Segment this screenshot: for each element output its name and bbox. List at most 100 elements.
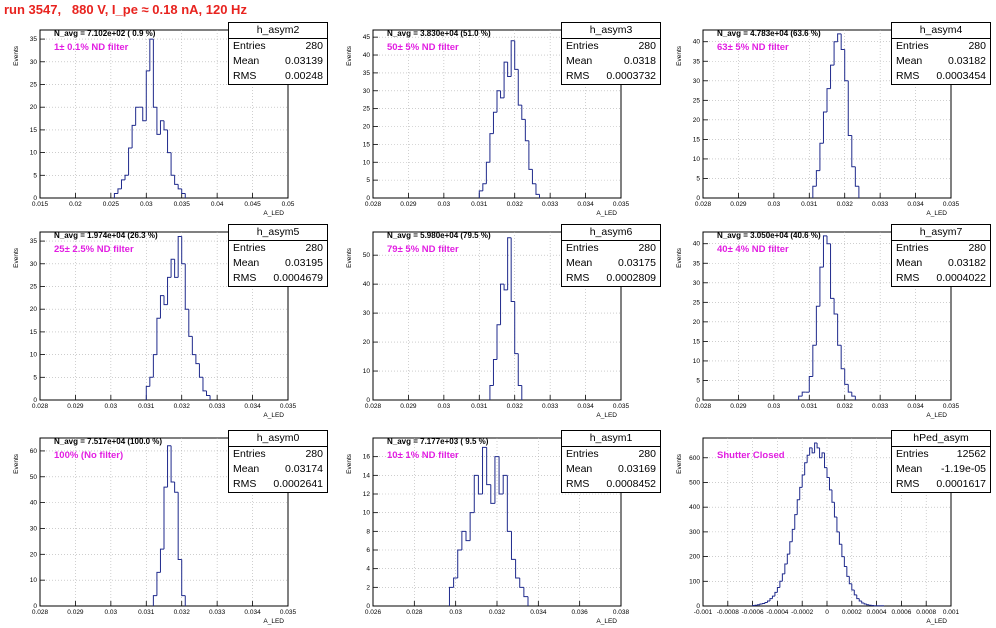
stats-label: Entries <box>233 241 266 256</box>
histogram-name: h_asym3 <box>562 23 660 39</box>
y-tick-label: 20 <box>693 319 701 326</box>
stats-label: Mean <box>896 462 922 477</box>
stats-value: 0.0002641 <box>273 477 323 492</box>
stats-label: Mean <box>566 54 592 69</box>
x-axis-label: A_LED <box>596 412 617 419</box>
y-tick-label: 30 <box>693 78 701 85</box>
y-tick-label: 0 <box>696 397 700 404</box>
y-tick-label: 100 <box>689 578 700 585</box>
y-tick-label: 10 <box>693 358 701 365</box>
x-tick-label: -0.001 <box>694 609 713 616</box>
histogram-name: hPed_asym <box>892 431 990 447</box>
y-tick-label: 0 <box>33 603 37 610</box>
stats-label: Entries <box>566 241 599 256</box>
x-axis-label: A_LED <box>926 412 947 419</box>
filter-label: 100% (No filter) <box>54 450 123 461</box>
stats-value: 0.03174 <box>285 462 323 477</box>
navg-label: N_avg = 3.050e+04 (40.6 %) <box>717 231 821 240</box>
stats-label: RMS <box>566 477 589 492</box>
x-tick-label: 0.029 <box>67 403 84 410</box>
stats-label: Entries <box>896 39 929 54</box>
x-tick-label: 0.031 <box>138 609 155 616</box>
x-tick-label: 0.035 <box>943 403 960 410</box>
x-tick-label: -0.0004 <box>766 609 788 616</box>
y-axis-label: Events <box>676 45 683 66</box>
stats-value: 12562 <box>957 447 986 462</box>
x-tick-label: 0.035 <box>280 403 297 410</box>
stats-label: Mean <box>233 462 259 477</box>
y-tick-label: 40 <box>693 39 701 46</box>
y-tick-label: 25 <box>30 81 38 88</box>
navg-label: N_avg = 3.830e+04 (51.0 %) <box>387 29 491 38</box>
y-tick-label: 0 <box>366 195 370 202</box>
y-tick-label: 25 <box>30 283 38 290</box>
x-tick-label: 0.028 <box>406 609 423 616</box>
stats-label: Mean <box>566 462 592 477</box>
x-tick-label: 0.035 <box>943 201 960 208</box>
y-tick-label: 25 <box>693 97 701 104</box>
y-axis-label: Events <box>676 453 683 474</box>
x-tick-label: 0.03 <box>438 403 451 410</box>
x-tick-label: 0.034 <box>907 201 924 208</box>
y-tick-label: 35 <box>693 260 701 267</box>
y-tick-label: 15 <box>693 338 701 345</box>
stats-value: 280 <box>968 241 986 256</box>
stats-value: 280 <box>305 241 323 256</box>
y-tick-label: 20 <box>30 551 38 558</box>
x-tick-label: -0.0002 <box>791 609 813 616</box>
y-tick-label: 45 <box>363 34 371 41</box>
x-tick-label: 0.034 <box>244 609 261 616</box>
y-tick-label: 30 <box>30 525 38 532</box>
x-tick-label: 0.028 <box>695 201 712 208</box>
stats-value: 0.0004679 <box>273 271 323 286</box>
y-tick-label: 12 <box>363 491 371 498</box>
x-tick-label: 0.028 <box>32 609 49 616</box>
stats-label: RMS <box>896 69 919 84</box>
y-tick-label: 15 <box>363 141 371 148</box>
x-tick-label: 0.02 <box>69 201 82 208</box>
navg-label: N_avg = 1.974e+04 (26.3 %) <box>54 231 158 240</box>
x-tick-label: 0.029 <box>730 201 747 208</box>
y-tick-label: 30 <box>30 261 38 268</box>
x-tick-label: 0.032 <box>174 403 191 410</box>
stats-label: RMS <box>233 69 256 84</box>
y-axis-label: Events <box>346 453 353 474</box>
y-tick-label: 0 <box>366 603 370 610</box>
run-title: run 3547, 880 V, I_pe ≈ 0.18 nA, 120 Hz <box>4 2 247 17</box>
x-tick-label: 0.03 <box>140 201 153 208</box>
x-tick-label: 0.033 <box>542 403 559 410</box>
x-tick-label: 0.03 <box>449 609 462 616</box>
y-tick-label: 4 <box>366 566 370 573</box>
x-tick-label: 0.03 <box>768 201 781 208</box>
y-axis-label: Events <box>13 453 20 474</box>
y-tick-label: 50 <box>30 474 38 481</box>
stats-label: RMS <box>566 69 589 84</box>
y-tick-label: 10 <box>363 510 371 517</box>
stats-label: Entries <box>896 447 929 462</box>
y-tick-label: 10 <box>30 577 38 584</box>
filter-label: 25± 2.5% ND filter <box>54 244 134 255</box>
y-tick-label: 25 <box>693 299 701 306</box>
x-tick-label: 0.034 <box>530 609 547 616</box>
navg-label: N_avg = 7.177e+03 ( 9.5 %) <box>387 437 488 446</box>
x-axis-label: A_LED <box>263 210 284 217</box>
y-tick-label: 35 <box>693 58 701 65</box>
y-tick-label: 35 <box>30 238 38 245</box>
x-tick-label: 0.0008 <box>916 609 936 616</box>
y-tick-label: 30 <box>30 59 38 66</box>
x-tick-label: 0.029 <box>400 201 417 208</box>
y-axis-label: Events <box>13 45 20 66</box>
filter-label: 1± 0.1% ND filter <box>54 42 128 53</box>
y-tick-label: 5 <box>366 177 370 184</box>
x-tick-label: 0.033 <box>872 201 889 208</box>
navg-label: N_avg = 5.980e+04 (79.5 %) <box>387 231 491 240</box>
y-tick-label: 5 <box>696 175 700 182</box>
histogram-name: h_asym6 <box>562 225 660 241</box>
